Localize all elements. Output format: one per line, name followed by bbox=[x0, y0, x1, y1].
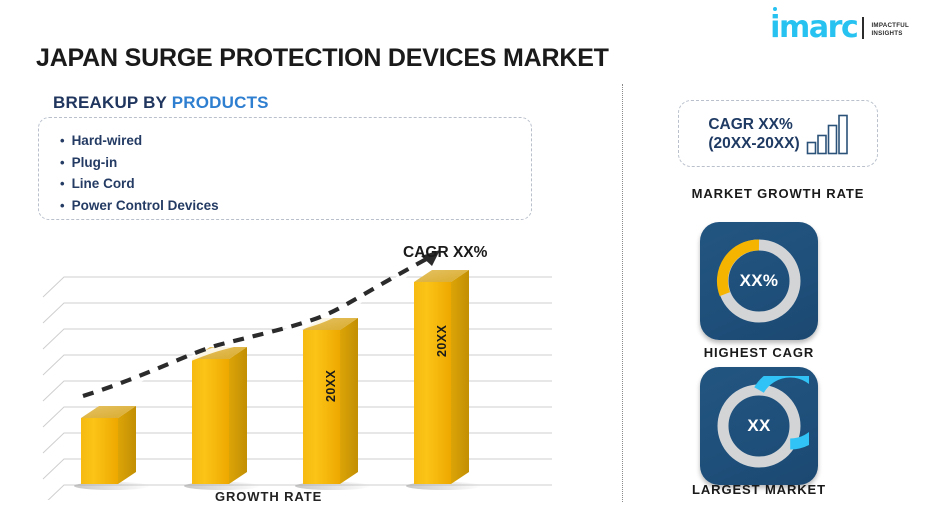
chart-x-axis-label: GROWTH RATE bbox=[215, 489, 323, 504]
highest-cagr-caption: HIGHEST CAGR bbox=[703, 345, 815, 360]
breakup-heading-accent: PRODUCTS bbox=[171, 93, 269, 112]
bar-chart-icon bbox=[806, 114, 848, 154]
chart-gridlines bbox=[42, 276, 552, 500]
chart-bar bbox=[303, 318, 358, 484]
panel-divider bbox=[622, 84, 623, 502]
breakup-heading: BREAKUP BY PRODUCTS bbox=[53, 93, 269, 113]
growth-rate-chart: 20XX 20XX bbox=[40, 240, 570, 500]
logo-dot-icon bbox=[773, 7, 778, 11]
list-item: Plug-in bbox=[60, 152, 219, 174]
logo-tagline-line2: INSIGHTS bbox=[871, 30, 903, 37]
largest-market-tile: XX bbox=[700, 367, 818, 485]
list-item: Hard-wired bbox=[60, 130, 219, 152]
bar-year-label: 20XX bbox=[324, 369, 338, 402]
products-list: Hard-wired Plug-in Line Cord Power Contr… bbox=[60, 130, 219, 216]
highest-cagr-value: XX% bbox=[739, 271, 779, 290]
list-item: Line Cord bbox=[60, 173, 219, 195]
breakup-heading-prefix: BREAKUP BY bbox=[53, 93, 172, 112]
cagr-line-2: (20XX-20XX) bbox=[708, 134, 800, 152]
market-growth-rate-text: CAGR XX% (20XX-20XX) bbox=[708, 115, 799, 153]
highest-cagr-donut-icon bbox=[716, 239, 801, 323]
page-title: JAPAN SURGE PROTECTION DEVICES MARKET bbox=[36, 44, 609, 72]
chart-bar bbox=[81, 406, 136, 484]
logo-wordmark: imarc bbox=[770, 7, 859, 43]
trend-arrowhead-icon bbox=[421, 250, 440, 266]
largest-market-caption: LARGEST MARKET bbox=[692, 482, 826, 497]
logo-tagline-line1: IMPACTFUL bbox=[871, 22, 909, 29]
chart-bar bbox=[192, 347, 247, 484]
largest-market-value: XX bbox=[747, 416, 771, 435]
logo-divider bbox=[862, 17, 865, 39]
list-item: Power Control Devices bbox=[60, 195, 219, 217]
imarc-logo: imarc IMPACTFUL INSIGHTS bbox=[770, 7, 909, 43]
chart-svg bbox=[42, 250, 552, 500]
logo-wordmark-text: imarc bbox=[770, 10, 859, 45]
chart-trend-label: CAGR XX% bbox=[403, 244, 488, 261]
market-growth-rate-caption: MARKET GROWTH RATE bbox=[691, 186, 865, 201]
chart-trend-line bbox=[82, 250, 440, 402]
market-growth-rate-box: CAGR XX% (20XX-20XX) bbox=[678, 100, 878, 167]
bar-year-label: 20XX bbox=[435, 324, 449, 357]
cagr-line-1: CAGR XX% bbox=[708, 115, 793, 133]
chart-bar bbox=[414, 270, 469, 484]
largest-market-donut-icon bbox=[717, 376, 809, 468]
highest-cagr-tile: XX% bbox=[700, 222, 818, 340]
logo-tagline: IMPACTFUL INSIGHTS bbox=[871, 22, 909, 42]
